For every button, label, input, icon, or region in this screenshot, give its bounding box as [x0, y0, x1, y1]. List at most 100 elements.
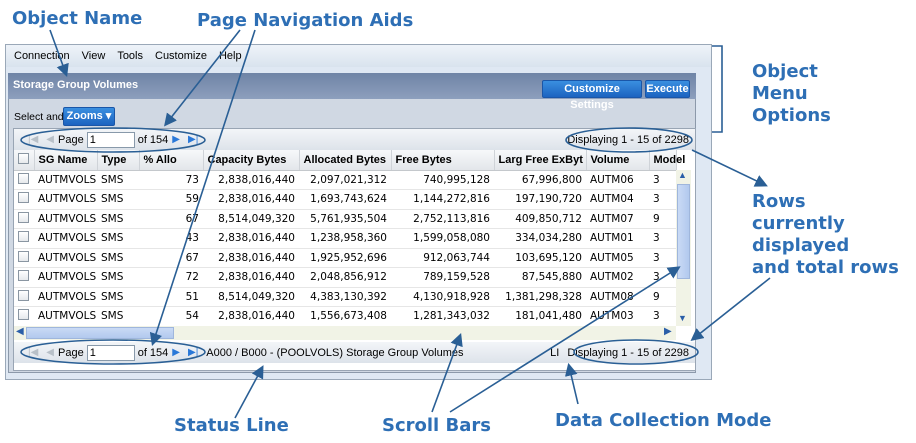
arrow-scroll-h	[431, 332, 463, 413]
table-row[interactable]: AUTMVOLS SMS 51 8,514,049,320 4,383,130,392 4…	[14, 287, 676, 307]
row-checkbox[interactable]	[14, 170, 34, 190]
table-cell: 197,190,720	[494, 189, 586, 210]
row-checkbox[interactable]	[14, 248, 34, 268]
row-checkbox[interactable]	[14, 287, 34, 307]
arrow-rows-top	[691, 149, 768, 187]
customize-settings-button[interactable]: Customize Settings	[542, 80, 642, 111]
menu-customize[interactable]: Customize	[155, 50, 207, 62]
table-cell: 8,514,049,320	[203, 209, 299, 229]
annotation-rows-2: currently	[752, 213, 845, 234]
annotation-rows-4: and total rows	[752, 257, 899, 278]
table-row[interactable]: AUTMVOLS SMS 67 2,838,016,440 1,925,952,696 9…	[14, 248, 676, 268]
next-page-icon[interactable]: ▶	[172, 134, 180, 145]
prev-page-icon[interactable]: ◀	[46, 134, 54, 145]
scroll-right-icon[interactable]: ▶	[664, 326, 672, 337]
first-page-icon[interactable]: |◀	[28, 134, 39, 145]
table-cell: 2,838,016,440	[203, 189, 299, 210]
row-checkbox[interactable]	[14, 228, 34, 249]
last-page-icon[interactable]: ▶|	[188, 134, 199, 145]
table-cell: 87,545,880	[494, 267, 586, 288]
next-page-icon[interactable]: ▶	[172, 347, 180, 358]
last-page-icon[interactable]: ▶|	[188, 347, 199, 358]
arrow-rows-bottom	[690, 277, 771, 341]
table-cell: 1,693,743,624	[299, 189, 391, 210]
scroll-down-icon[interactable]: ▼	[678, 313, 687, 323]
arrow-scroll-v	[449, 266, 681, 413]
table-cell: AUTM03	[586, 306, 649, 327]
scroll-left-icon[interactable]: ◀	[16, 326, 24, 337]
horizontal-scrollbar[interactable]: ◀ ▶	[14, 326, 676, 340]
annotation-rows-1: Rows	[752, 191, 806, 212]
vertical-scrollbar[interactable]: ▲ ▼	[676, 170, 691, 326]
horizontal-scroll-thumb[interactable]	[26, 327, 174, 339]
table-cell: 740,995,128	[391, 170, 494, 190]
table-row[interactable]: AUTMVOLS SMS 73 2,838,016,440 2,097,021,312 7…	[14, 170, 676, 190]
arrow-status-line	[234, 365, 264, 419]
table-cell: AUTMVOLS	[34, 228, 97, 249]
table-cell: 1,556,673,408	[299, 306, 391, 327]
column-header[interactable]: Volume	[586, 150, 650, 171]
page-input[interactable]	[86, 131, 135, 148]
status-displaying-count: Displaying 1 - 15 of 2298	[567, 346, 689, 359]
table-cell: SMS	[97, 170, 139, 190]
select-all-checkbox[interactable]	[14, 150, 35, 171]
table-cell: SMS	[97, 287, 139, 307]
table-cell: 67,996,800	[494, 170, 586, 190]
execute-button[interactable]: Execute	[645, 80, 690, 98]
table-cell: SMS	[97, 228, 139, 249]
menu-view[interactable]: View	[81, 50, 106, 62]
first-page-icon[interactable]: |◀	[28, 347, 39, 358]
annotation-scroll-bars: Scroll Bars	[382, 415, 491, 436]
column-header[interactable]: % Allo	[139, 150, 204, 171]
column-header[interactable]: Larg Free ExByt	[494, 150, 587, 171]
volumes-table: SG Name Type% Allo Capacity Bytes Allocated…	[14, 150, 685, 327]
prev-page-icon[interactable]: ◀	[46, 347, 54, 358]
menu-connection[interactable]: Connection	[14, 50, 70, 62]
table-cell: 1,599,058,080	[391, 228, 494, 249]
table-cell: 1,281,343,032	[391, 306, 494, 327]
table-row[interactable]: AUTMVOLS SMS 72 2,838,016,440 2,048,856,912 7…	[14, 267, 676, 288]
annotation-menu-1: Object	[752, 61, 818, 82]
row-checkbox[interactable]	[14, 209, 34, 229]
table-cell: 4,130,918,928	[391, 287, 494, 307]
table-cell: 3	[649, 306, 676, 327]
table-cell: 2,838,016,440	[203, 306, 299, 327]
table-row[interactable]: AUTMVOLS SMS 67 8,514,049,320 5,761,935,504 2…	[14, 209, 676, 229]
table-cell: 2,838,016,440	[203, 170, 299, 190]
column-header[interactable]: Model	[649, 150, 685, 171]
table-cell: 3	[649, 248, 676, 268]
vertical-scroll-thumb[interactable]	[677, 184, 690, 279]
table-cell: 181,041,480	[494, 306, 586, 327]
row-checkbox[interactable]	[14, 306, 34, 327]
annotation-page-nav: Page Navigation Aids	[197, 10, 414, 31]
zooms-dropdown[interactable]: Zooms ▾	[63, 107, 115, 126]
table-cell: 2,097,021,312	[299, 170, 391, 190]
row-checkbox[interactable]	[14, 189, 34, 210]
table-cell: 1,925,952,696	[299, 248, 391, 268]
column-header[interactable]: Capacity Bytes	[203, 150, 300, 171]
menu-help[interactable]: Help	[218, 50, 242, 62]
table-cell: SMS	[97, 248, 139, 268]
column-header[interactable]: Free Bytes	[391, 150, 495, 171]
table-cell: AUTMVOLS	[34, 267, 97, 288]
scroll-up-icon[interactable]: ▲	[678, 170, 687, 180]
menu-tools[interactable]: Tools	[117, 50, 143, 62]
annotation-menu-2: Menu	[752, 83, 808, 104]
table-cell: AUTMVOLS	[34, 170, 97, 190]
table-row[interactable]: AUTMVOLS SMS 43 2,838,016,440 1,238,958,360 1…	[14, 228, 676, 249]
table-cell: 789,159,528	[391, 267, 494, 288]
status-line: |◀ ◀ Page of 154 ▶ ▶| A000 / B000 - (POO…	[14, 342, 695, 363]
table-cell: 9	[649, 287, 676, 307]
column-header[interactable]: SG Name	[34, 150, 98, 171]
table-row[interactable]: AUTMVOLS SMS 59 2,838,016,440 1,693,743,624 1…	[14, 189, 676, 210]
highlight-bottom-pager	[20, 339, 206, 365]
table-cell: 2,048,856,912	[299, 267, 391, 288]
table-row[interactable]: AUTMVOLS SMS 54 2,838,016,440 1,556,673,408 1…	[14, 306, 676, 327]
page-input[interactable]	[86, 344, 135, 361]
select-label: Select and:	[14, 111, 67, 123]
row-checkbox[interactable]	[14, 267, 34, 288]
table-cell: 67	[139, 209, 203, 229]
table-cell: 2,838,016,440	[203, 267, 299, 288]
column-header[interactable]: Allocated Bytes	[299, 150, 392, 171]
column-header[interactable]: Type	[97, 150, 140, 171]
